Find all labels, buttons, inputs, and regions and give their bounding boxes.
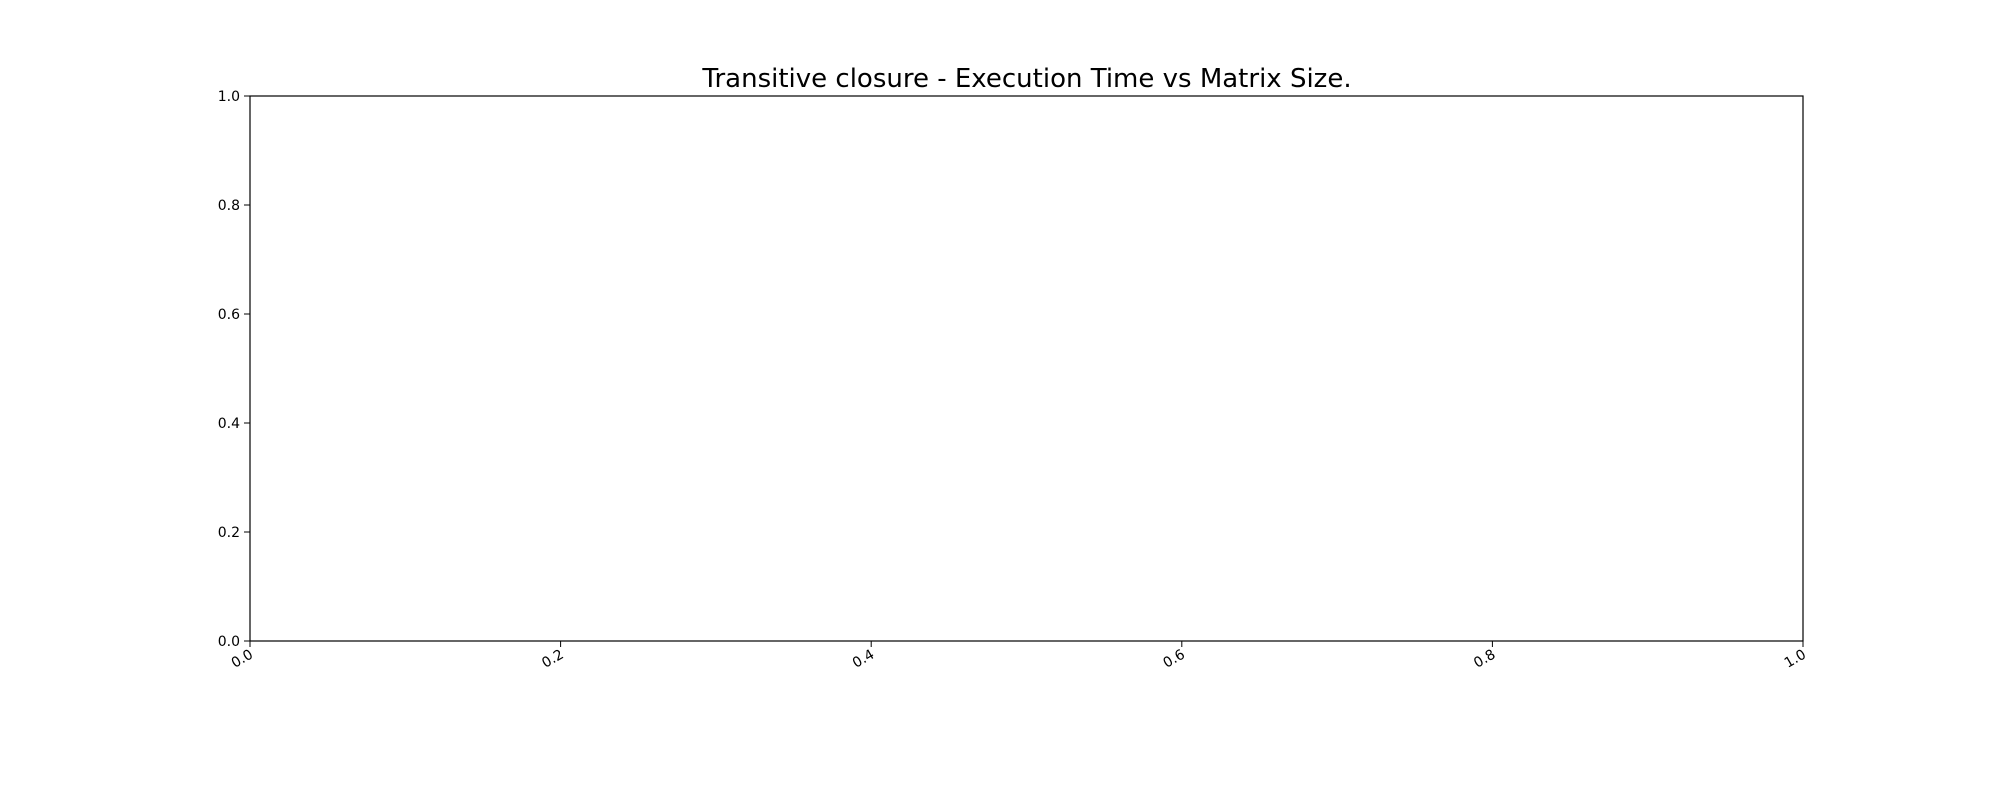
x-tick-label: 0.4 [850,647,877,672]
x-tick-label: 0.0 [229,647,256,672]
plot-area [249,95,1804,642]
x-tick-label: 0.6 [1161,647,1188,672]
y-tick-label: 0.0 [218,634,240,650]
y-tick-label: 0.4 [218,416,240,432]
x-axis: 0.0 0.2 0.4 0.6 0.8 1.0 [229,641,1809,672]
y-tick-label: 0.2 [218,525,240,541]
x-tick-label: 0.8 [1471,647,1498,672]
y-tick-label: 0.6 [218,307,240,323]
x-tick-label: 1.0 [1782,647,1809,672]
y-tick-label: 0.8 [218,198,240,214]
y-tick-label: 1.0 [218,89,240,105]
x-tick-label: 0.2 [539,647,566,672]
y-axis: 0.0 0.2 0.4 0.6 0.8 1.0 [218,89,250,650]
chart-title: Transitive closure - Execution Time vs M… [701,64,1351,94]
